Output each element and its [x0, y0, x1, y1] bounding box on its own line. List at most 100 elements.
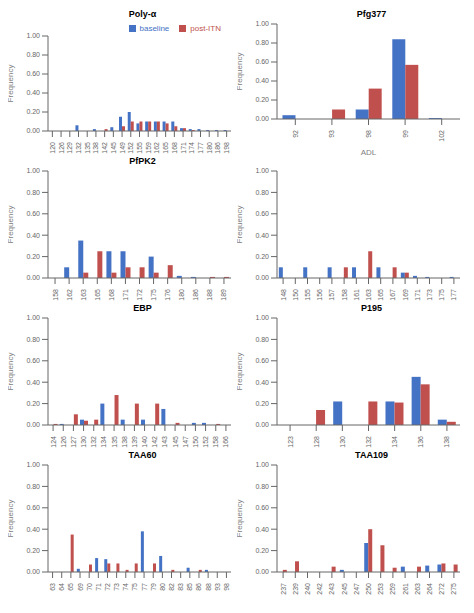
svg-text:93: 93: [328, 130, 335, 138]
svg-text:175: 175: [150, 289, 157, 301]
svg-text:0.40: 0.40: [255, 77, 269, 84]
svg-text:0.40: 0.40: [255, 232, 269, 239]
svg-text:152: 152: [202, 436, 209, 448]
svg-text:0.20: 0.20: [26, 400, 40, 407]
svg-text:171: 171: [414, 289, 421, 301]
svg-text:173: 173: [426, 289, 433, 301]
svg-text:135: 135: [111, 436, 118, 448]
svg-text:263: 263: [414, 583, 421, 595]
svg-text:156: 156: [316, 289, 323, 301]
svg-text:171: 171: [122, 289, 129, 301]
svg-text:Frequency: Frequency: [8, 65, 15, 103]
svg-text:0.60: 0.60: [26, 210, 40, 217]
svg-text:72: 72: [104, 583, 111, 591]
svg-text:Frequency: Frequency: [237, 500, 244, 538]
svg-text:0.40: 0.40: [26, 379, 40, 386]
svg-text:198: 198: [223, 142, 230, 154]
svg-text:1.00: 1.00: [26, 32, 40, 39]
svg-text:0.20: 0.20: [255, 547, 269, 554]
svg-text:127: 127: [70, 436, 77, 448]
svg-text:0.80: 0.80: [26, 51, 40, 58]
svg-text:168: 168: [171, 142, 178, 154]
svg-text:0.20: 0.20: [26, 108, 40, 115]
svg-text:0.20: 0.20: [26, 253, 40, 260]
svg-text:171: 171: [180, 142, 187, 154]
svg-text:83: 83: [177, 583, 184, 591]
svg-text:150: 150: [192, 436, 199, 448]
svg-text:172: 172: [136, 289, 143, 301]
svg-text:155: 155: [136, 142, 143, 154]
svg-text:145: 145: [172, 436, 179, 448]
svg-text:126: 126: [60, 436, 67, 448]
svg-text:169: 169: [402, 289, 409, 301]
svg-text:186: 186: [192, 289, 199, 301]
svg-text:168: 168: [108, 289, 115, 301]
svg-text:1.00: 1.00: [26, 314, 40, 321]
svg-text:0.60: 0.60: [255, 58, 269, 65]
svg-text:0.00: 0.00: [26, 127, 40, 134]
svg-text:0.40: 0.40: [26, 89, 40, 96]
svg-text:0.40: 0.40: [255, 526, 269, 533]
svg-text:149: 149: [119, 142, 126, 154]
svg-text:98: 98: [365, 130, 372, 138]
svg-text:261: 261: [402, 583, 409, 595]
svg-text:148: 148: [280, 289, 287, 301]
svg-text:132: 132: [365, 436, 372, 448]
svg-text:86: 86: [195, 583, 202, 591]
svg-text:138: 138: [443, 436, 450, 448]
svg-text:0.20: 0.20: [255, 96, 269, 103]
svg-text:0.00: 0.00: [255, 115, 269, 122]
svg-text:0.40: 0.40: [26, 526, 40, 533]
svg-text:0.80: 0.80: [26, 483, 40, 490]
svg-text:Frequency: Frequency: [8, 500, 15, 538]
svg-text:126: 126: [58, 142, 65, 154]
svg-text:0.00: 0.00: [255, 421, 269, 428]
svg-text:136: 136: [417, 436, 424, 448]
svg-text:130: 130: [339, 436, 346, 448]
svg-text:1.00: 1.00: [255, 461, 269, 468]
svg-text:0.80: 0.80: [26, 336, 40, 343]
svg-text:0.60: 0.60: [26, 70, 40, 77]
svg-text:166: 166: [222, 436, 229, 448]
svg-text:132: 132: [75, 142, 82, 154]
svg-text:180: 180: [178, 289, 185, 301]
svg-text:152: 152: [127, 142, 134, 154]
svg-text:165: 165: [94, 289, 101, 301]
svg-text:120: 120: [49, 142, 56, 154]
svg-text:71: 71: [95, 583, 102, 591]
svg-text:177: 177: [197, 142, 204, 154]
svg-text:129: 129: [66, 142, 73, 154]
svg-text:0.80: 0.80: [255, 189, 269, 196]
svg-text:242: 242: [316, 583, 323, 595]
svg-text:155: 155: [304, 289, 311, 301]
svg-text:243: 243: [328, 583, 335, 595]
svg-text:69: 69: [77, 583, 84, 591]
svg-text:80: 80: [159, 583, 166, 591]
svg-text:237: 237: [280, 583, 287, 595]
svg-text:82: 82: [168, 583, 175, 591]
svg-text:147: 147: [182, 436, 189, 448]
svg-text:Frequency: Frequency: [8, 353, 15, 391]
svg-text:124: 124: [50, 436, 57, 448]
svg-text:0.00: 0.00: [26, 274, 40, 281]
svg-text:1.00: 1.00: [255, 20, 269, 27]
svg-text:142: 142: [101, 142, 108, 154]
svg-text:259: 259: [389, 583, 396, 595]
svg-text:75: 75: [131, 583, 138, 591]
svg-text:162: 162: [66, 289, 73, 301]
svg-text:145: 145: [110, 142, 117, 154]
svg-text:157: 157: [328, 289, 335, 301]
svg-text:142: 142: [151, 436, 158, 448]
svg-text:0.60: 0.60: [255, 357, 269, 364]
svg-text:167: 167: [389, 289, 396, 301]
svg-text:134: 134: [100, 436, 107, 448]
svg-text:63: 63: [49, 583, 56, 591]
svg-text:85: 85: [186, 583, 193, 591]
svg-text:1.00: 1.00: [26, 461, 40, 468]
svg-text:240: 240: [304, 583, 311, 595]
svg-text:0.60: 0.60: [255, 504, 269, 511]
svg-text:135: 135: [84, 142, 91, 154]
svg-text:1.00: 1.00: [26, 167, 40, 174]
svg-text:245: 245: [341, 583, 348, 595]
svg-text:98: 98: [223, 583, 230, 591]
